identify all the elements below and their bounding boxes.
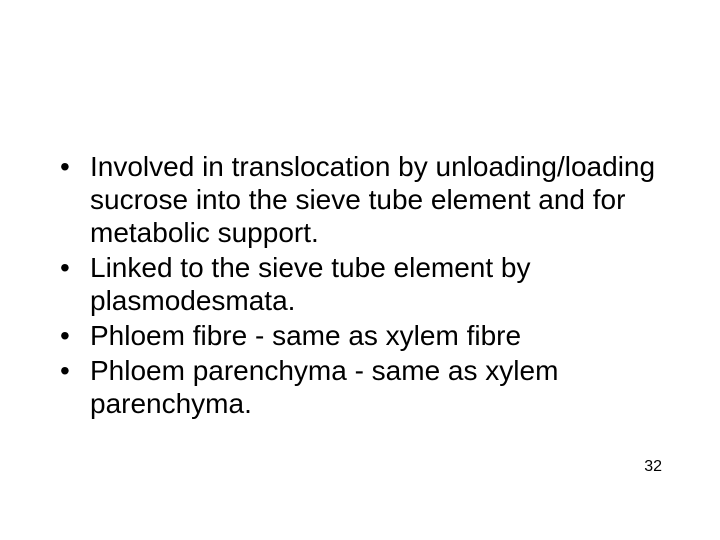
slide: Involved in translocation by unloading/l… — [0, 0, 720, 540]
bullet-text: Involved in translocation by unloading/l… — [90, 151, 655, 248]
bullet-item: Phloem parenchyma - same as xylem parenc… — [54, 354, 666, 420]
bullet-list: Involved in translocation by unloading/l… — [54, 150, 666, 420]
bullet-text: Phloem fibre - same as xylem fibre — [90, 320, 521, 351]
bullet-text: Linked to the sieve tube element by plas… — [90, 252, 531, 316]
bullet-item: Involved in translocation by unloading/l… — [54, 150, 666, 249]
bullet-item: Linked to the sieve tube element by plas… — [54, 251, 666, 317]
bullet-item: Phloem fibre - same as xylem fibre — [54, 319, 666, 352]
page-number: 32 — [644, 458, 662, 476]
bullet-text: Phloem parenchyma - same as xylem parenc… — [90, 355, 558, 419]
